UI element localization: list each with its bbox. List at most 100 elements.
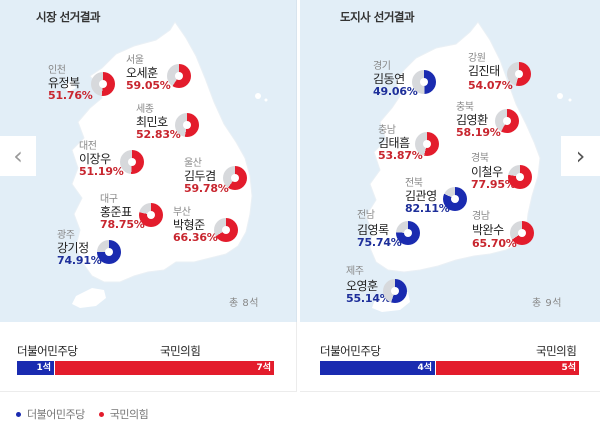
region-name: 경북	[471, 153, 489, 164]
region-name: 전북	[405, 178, 423, 189]
democratic-seat-segment: 1석	[17, 361, 55, 375]
candidate-name: 최민호	[136, 115, 168, 129]
vote-percent: 49.06%	[373, 85, 418, 98]
governor-panel-title: 도지사 선거결과	[340, 10, 415, 24]
democratic-party-label: 더불어민주당	[320, 344, 381, 358]
donut-chart-icon	[510, 221, 534, 245]
donut-chart-icon	[167, 64, 191, 88]
candidate-name: 박완수	[472, 223, 504, 237]
vote-percent: 75.74%	[357, 236, 402, 249]
legend-item-democratic: 더불어민주당	[16, 406, 85, 422]
region-name: 충북	[456, 102, 474, 113]
donut-chart-icon	[91, 72, 115, 96]
ppp-party-label: 국민의힘	[536, 344, 577, 358]
seat-bar: 1석 7석	[17, 361, 274, 375]
ppp-seat-segment: 7석	[55, 361, 274, 375]
donut-chart-icon	[214, 218, 238, 242]
candidate-name: 강기정	[57, 241, 89, 255]
vote-percent: 55.14%	[346, 292, 391, 305]
region-name: 제주	[346, 266, 364, 277]
korea-map-shape	[365, 21, 572, 312]
candidate-name: 김태흠	[378, 136, 410, 150]
donut-chart-icon	[383, 279, 407, 303]
mayor-panel-title: 시장 선거결과	[36, 10, 100, 24]
vote-percent: 78.75%	[100, 218, 145, 231]
region-name: 경기	[373, 61, 391, 72]
chevron-right-icon: ›	[575, 142, 586, 170]
ppp-seat-segment: 5석	[436, 361, 579, 375]
next-button[interactable]: ›	[561, 136, 600, 176]
candidate-name: 김동연	[373, 72, 405, 86]
legend-item-ppp: 국민의힘	[98, 406, 149, 422]
candidate-name: 오세훈	[126, 66, 158, 80]
region-name: 경남	[472, 211, 490, 222]
region-name: 인천	[48, 65, 66, 76]
candidate-name: 이장우	[79, 152, 111, 166]
vote-percent: 82.11%	[405, 202, 450, 215]
candidate-name: 홍준표	[100, 205, 132, 219]
donut-chart-icon	[495, 109, 519, 133]
vote-percent: 54.07%	[468, 79, 513, 92]
donut-chart-icon	[97, 240, 121, 264]
region-name: 대구	[100, 194, 118, 205]
candidate-name: 김두겸	[184, 169, 216, 183]
vote-percent: 51.19%	[79, 165, 124, 178]
vote-percent: 53.87%	[378, 149, 423, 162]
vote-percent: 59.05%	[126, 79, 171, 92]
donut-chart-icon	[396, 221, 420, 245]
donut-chart-icon	[223, 166, 247, 190]
governor-results-panel: 도지사 선거결과 경기 김동연 49.06% 강원 김진태 54.07% 충북 …	[300, 0, 600, 392]
total-seats: 총 9석	[532, 298, 562, 309]
governor-seat-summary: 더불어민주당 국민의힘 4석 5석	[300, 322, 600, 392]
legend-label: 더불어민주당	[27, 408, 85, 421]
donut-chart-icon	[443, 187, 467, 211]
region-name: 광주	[57, 230, 75, 241]
legend-label: 국민의힘	[109, 408, 149, 421]
region-name: 서울	[126, 55, 144, 66]
mayor-seat-summary: 더불어민주당 국민의힘 1석 7석	[0, 322, 297, 392]
vote-percent: 65.70%	[472, 237, 517, 250]
donut-chart-icon	[415, 132, 439, 156]
region-name: 울산	[184, 158, 202, 169]
mayor-results-panel: 시장 선거결과 인천 유정복 51.76% 서울 오세훈 59.05% 세종 최…	[0, 0, 297, 392]
vote-percent: 74.91%	[57, 254, 102, 267]
ppp-dot-icon	[98, 411, 104, 417]
vote-percent: 58.19%	[456, 126, 501, 139]
vote-percent: 52.83%	[136, 128, 181, 141]
donut-chart-icon	[139, 203, 163, 227]
ppp-party-label: 국민의힘	[160, 344, 201, 358]
region-name: 세종	[136, 104, 154, 115]
democratic-dot-icon	[16, 411, 21, 417]
candidate-name: 김영환	[456, 113, 488, 127]
candidate-name: 오영훈	[346, 279, 378, 293]
donut-chart-icon	[412, 70, 436, 94]
total-seats: 총 8석	[229, 298, 259, 309]
previous-button[interactable]: ‹	[0, 136, 36, 176]
donut-chart-icon	[508, 165, 532, 189]
donut-chart-icon	[507, 62, 531, 86]
candidate-name: 김진태	[468, 64, 500, 78]
seat-bar: 4석 5석	[320, 361, 579, 375]
democratic-party-label: 더불어민주당	[17, 344, 78, 358]
vote-percent: 51.76%	[48, 89, 93, 102]
mayor-map: 시장 선거결과 인천 유정복 51.76% 서울 오세훈 59.05% 세종 최…	[0, 0, 297, 322]
region-name: 충남	[378, 125, 396, 136]
vote-percent: 66.36%	[173, 231, 218, 244]
chevron-left-icon: ‹	[13, 142, 23, 170]
governor-map: 도지사 선거결과 경기 김동연 49.06% 강원 김진태 54.07% 충북 …	[300, 0, 600, 322]
region-name: 대전	[79, 141, 97, 152]
democratic-seat-segment: 4석	[320, 361, 436, 375]
donut-chart-icon	[120, 150, 144, 174]
vote-percent: 59.78%	[184, 182, 229, 195]
region-name: 강원	[468, 53, 486, 64]
candidate-name: 김영록	[357, 223, 389, 237]
candidate-name: 김관영	[405, 189, 437, 203]
region-name: 부산	[173, 207, 191, 218]
candidate-name: 유정복	[48, 76, 80, 90]
vote-percent: 77.95%	[471, 178, 516, 191]
candidate-name: 이철우	[471, 165, 503, 179]
region-name: 전남	[357, 210, 375, 221]
donut-chart-icon	[175, 113, 199, 137]
candidate-name: 박형준	[173, 218, 205, 232]
korea-map-shape	[64, 21, 268, 308]
